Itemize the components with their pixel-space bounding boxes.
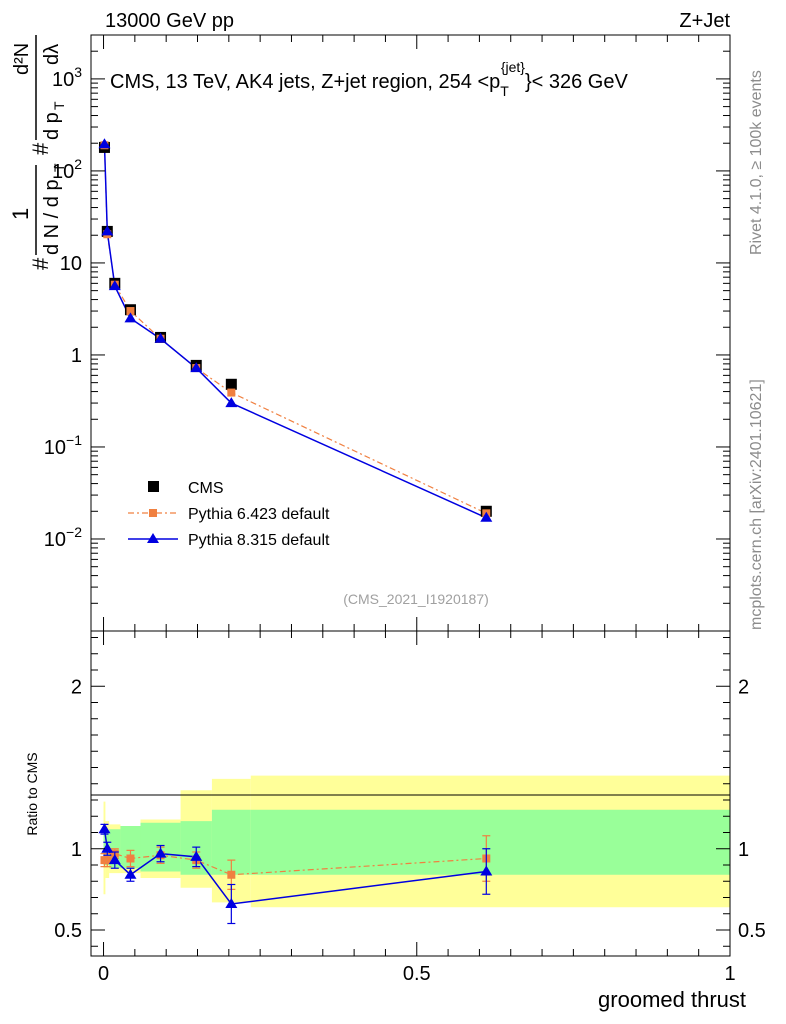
main-point-py8: [124, 312, 137, 323]
y-label-one: 1: [8, 208, 33, 220]
legend-marker-cms: [148, 481, 159, 492]
ratio-band-stat: [120, 826, 141, 869]
main-point-py8: [480, 511, 493, 522]
rivet-label: Rivet 4.1.0, ≥ 100k events: [748, 70, 765, 255]
x-tick-label: 0: [98, 963, 109, 985]
legend-label-py6: Pythia 6.423 default: [188, 506, 330, 523]
x-axis-label: groomed thrust: [598, 987, 746, 1012]
ratio-point-py6: [126, 854, 135, 863]
y-tick-base: 10: [52, 69, 74, 91]
header-right: Z+Jet: [679, 10, 730, 32]
header-left: 13000 GeV pp: [105, 10, 234, 32]
analysis-id: (CMS_2021_I1920187): [343, 591, 489, 607]
chart-title-sup: {jet}: [501, 59, 525, 75]
ratio-point-py8: [101, 842, 114, 853]
y-tick-base: 10: [60, 253, 82, 275]
main-point-py6: [126, 307, 135, 316]
legend-marker-py8: [147, 533, 159, 543]
y-tick-base: 1: [71, 345, 82, 367]
main-y-tick-label: 10: [60, 253, 82, 275]
main-point-py8: [225, 397, 238, 408]
ratio-point-py8: [480, 865, 493, 876]
ratio-point-py8: [108, 854, 121, 865]
chart-title-sub: T: [500, 83, 509, 99]
chart-title: CMS, 13 TeV, AK4 jets, Z+jet region, 254…: [110, 59, 628, 99]
y-label-t2: T: [51, 101, 67, 110]
main-line-py6: [103, 145, 487, 514]
legend-marker-py6: [149, 509, 157, 517]
main-point-py8: [101, 225, 114, 236]
legend-label-cms: CMS: [188, 480, 224, 497]
main-series-layer: [103, 144, 487, 519]
y-label-d2n: d²N: [11, 43, 33, 75]
y-tick-exp: −1: [66, 432, 82, 448]
ratio-point-py8: [124, 868, 137, 879]
y-tick-exp: 3: [74, 64, 82, 80]
main-y-tick-label: 1: [71, 345, 82, 367]
ratio-point-py8: [225, 898, 238, 908]
ratio-frame: [90, 630, 731, 957]
chart-title-main: CMS, 13 TeV, AK4 jets, Z+jet region, 254…: [110, 71, 489, 93]
ratio-marker-layer: [98, 823, 493, 925]
ratio-y-tick-label-right: 0.5: [738, 920, 766, 942]
x-tick-label: 1: [724, 963, 735, 985]
main-point-py8: [190, 362, 203, 373]
y-tick-base: 10: [44, 529, 66, 551]
ratio-y-tick-labels: 0.5 0.5 1 1 2 2: [54, 676, 766, 942]
ratio-point-py8: [154, 847, 167, 858]
legend: CMS Pythia 6.423 default Pythia 8.315 de…: [128, 480, 330, 549]
y-tick-base: 10: [52, 161, 74, 183]
ratio-point-py8: [190, 850, 203, 861]
y-label-hash2: #: [28, 142, 53, 155]
main-line-py8: [103, 144, 487, 519]
ratio-y-tick-label-left: 0.5: [54, 920, 82, 942]
y-label-hash1: #: [28, 257, 53, 270]
x-tick-labels: 0 0.5 1: [98, 963, 736, 985]
chart-title-tail: }< 326 GeV: [525, 71, 629, 93]
y-label-dp: d p: [41, 112, 63, 140]
ratio-point-py6: [227, 870, 236, 879]
main-point-py8: [154, 332, 167, 343]
ratio-y-label: Ratio to CMS: [24, 752, 40, 835]
main-axis-ticks: [91, 34, 731, 632]
main-marker-layer: [98, 138, 493, 522]
main-point-py8: [108, 280, 121, 291]
main-y-label: # 1 d N / d p T # d p T d²N dλ: [8, 35, 67, 270]
ratio-point-py8: [98, 823, 111, 834]
x-tick-label: 0.5: [403, 963, 431, 985]
ratio-y-tick-label-left: 1: [71, 839, 82, 861]
main-point-py8: [98, 138, 111, 149]
ratio-y-tick-label-right: 2: [738, 676, 749, 698]
legend-label-py8: Pythia 8.315 default: [188, 532, 330, 549]
y-label-dn: d N / d p: [41, 179, 63, 255]
ratio-y-tick-label-left: 2: [71, 676, 82, 698]
y-label-dlambda: dλ: [41, 44, 63, 65]
chart-title-p: p: [489, 71, 500, 93]
main-frame: [90, 34, 731, 632]
ratio-band-stat: [250, 809, 730, 875]
main-point-cms: [225, 378, 237, 390]
ratio-y-tick-label-right: 1: [738, 839, 749, 861]
main-y-tick-label: 102: [52, 156, 82, 183]
y-tick-exp: 2: [74, 156, 82, 172]
main-point-py6: [227, 388, 236, 397]
mcplots-label: mcplots.cern.ch [arXiv:2401.10621]: [748, 379, 765, 630]
y-tick-exp: −2: [66, 524, 82, 540]
main-y-tick-label: 103: [52, 64, 82, 91]
main-y-tick-label: 10−2: [44, 524, 82, 551]
main-y-tick-label: 10−1: [44, 432, 82, 459]
ratio-panel: 0.5 0.51 12 2 0 0.5 1 Ratio to CMS groomed th…: [24, 630, 766, 1012]
y-label-t1: T: [51, 163, 67, 172]
y-tick-base: 10: [44, 437, 66, 459]
ratio-point-py6: [103, 856, 112, 865]
